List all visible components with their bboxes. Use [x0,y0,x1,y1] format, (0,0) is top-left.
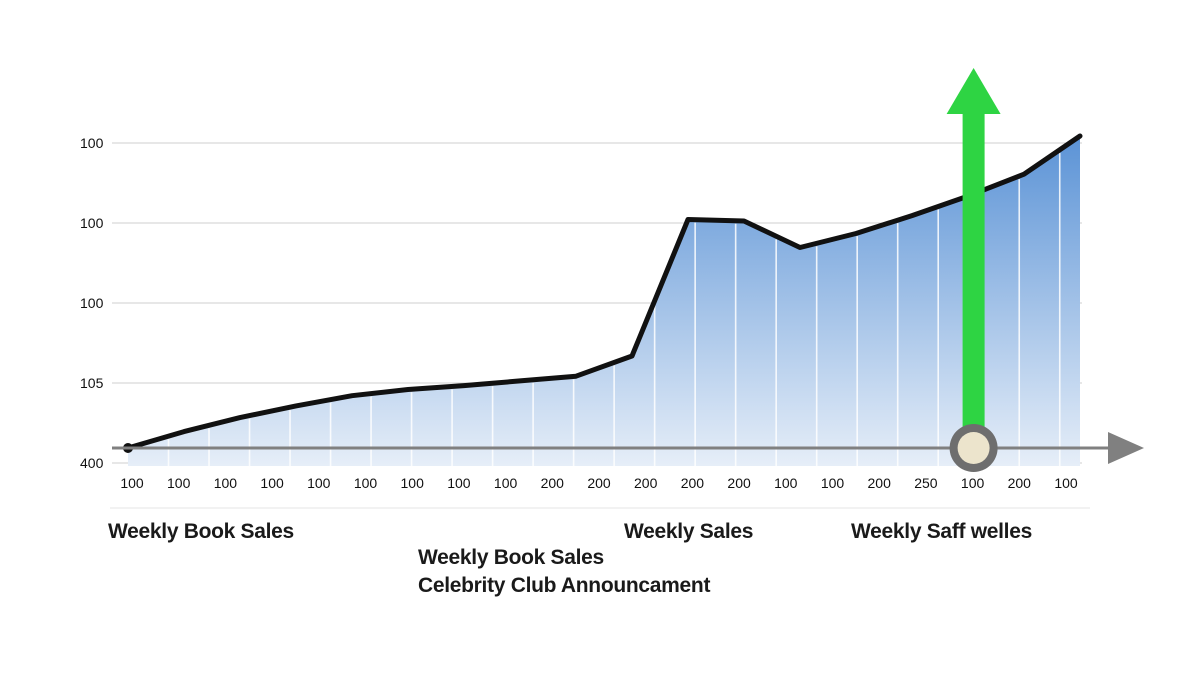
x-tick-label: 100 [307,475,331,491]
x-tick-label: 250 [914,475,938,491]
y-axis-ticks: 100 100 100 105 400 [80,135,104,471]
x-tick-label: 100 [961,475,985,491]
middle-label: Weekly Sales [624,520,754,543]
event-marker [949,424,998,472]
x-tick-label: 100 [120,475,144,491]
x-tick-label: 200 [587,475,611,491]
sales-line [125,133,1083,451]
y-tick-label: 105 [80,375,104,391]
x-tick-label: 100 [354,475,378,491]
arrow-head [946,68,1001,114]
marker-core [957,432,990,464]
x-axis-arrowhead [1108,432,1144,464]
x-tick-label: 100 [260,475,284,491]
x-tick-label: 200 [868,475,892,491]
y-tick-label: 100 [80,135,104,151]
x-tick-label: 200 [681,475,705,491]
x-tick-label: 100 [401,475,425,491]
x-axis-ticks: 100 100 100 100 100 100 100 100 100 200 200 200 200 2… [120,475,1078,491]
x-tick-label: 100 [1054,475,1078,491]
x-tick-label: 200 [634,475,658,491]
x-tick-label: 100 [821,475,845,491]
y-tick-label: 400 [80,455,104,471]
x-axis-arrow [112,432,1144,464]
sales-area [128,136,1080,466]
y-tick-label: 100 [80,215,104,231]
y-tick-label: 100 [80,295,104,311]
x-tick-label: 100 [774,475,798,491]
vertical-grid-lines [167,152,1061,466]
x-tick-label: 100 [167,475,191,491]
left-label: Weekly Book Sales [108,520,294,543]
x-tick-label: 200 [1008,475,1032,491]
x-tick-label: 100 [447,475,471,491]
x-tick-label: 100 [214,475,238,491]
x-tick-label: 200 [727,475,751,491]
annotation-label-1: Weekly Book Sales [418,546,604,569]
arrow-shaft [962,112,985,448]
x-tick-label: 100 [494,475,518,491]
right-label: Weekly Saff welles [851,520,1032,543]
x-tick-label: 200 [541,475,565,491]
growth-arrow-icon [946,68,1001,448]
annotation-label-2: Celebrity Club Announcament [418,574,711,597]
